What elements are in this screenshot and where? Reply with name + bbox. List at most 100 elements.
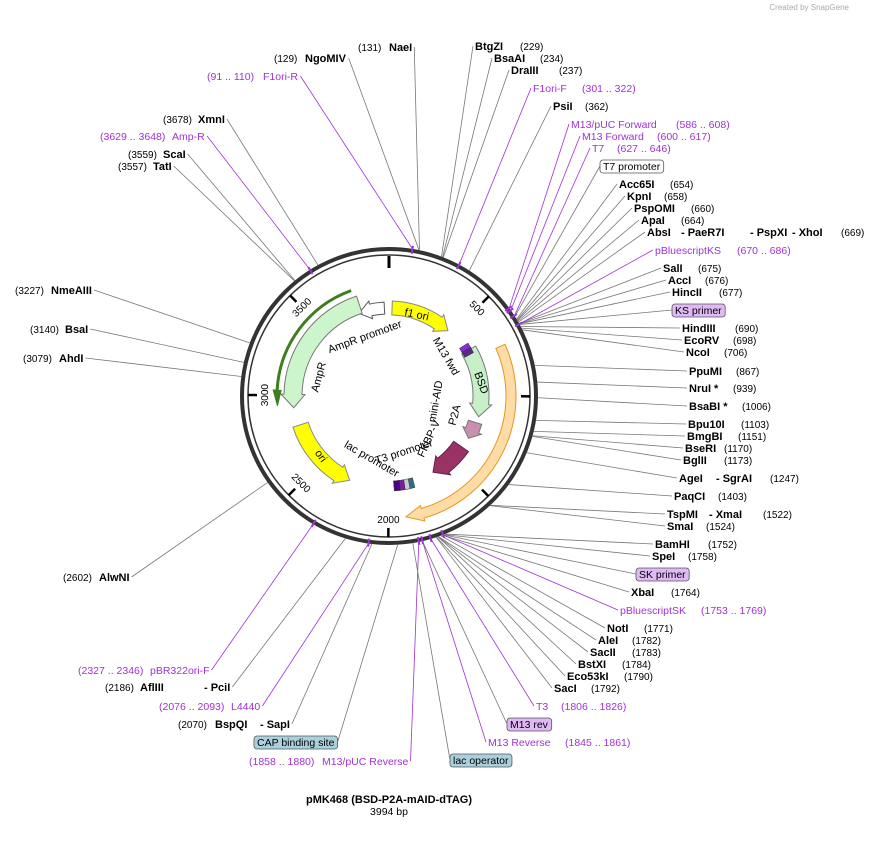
leader-line [519,249,654,325]
site-label: (3227) [15,286,44,297]
feature-label: mini-AID [426,380,445,424]
site-label: (1103) [741,420,769,431]
site-label: (654) [670,180,693,191]
site-label: (129) [274,54,297,65]
site-label: AleI [598,635,618,647]
site-label: DraIII [511,65,539,77]
site-label: BsaI [65,324,88,336]
site-label: (676) [705,276,728,287]
leader-line [532,435,682,461]
leader-line [516,183,618,320]
primer-label: Amp-R [172,131,205,143]
leader-line [519,291,671,325]
site-label: - XmaI [709,509,742,521]
site-label: - SgrAI [716,473,752,485]
site-label: BseRI [685,443,716,455]
ampr-promoter-arrow [358,299,386,320]
site-label: PpuMI [689,366,722,378]
leader-line [262,543,369,707]
feature-box-label: M13 rev [510,719,549,731]
site-label: (1173) [724,456,752,467]
leader-line [522,329,685,353]
site-label: NgoMIV [305,53,347,65]
tick-mark [481,488,490,497]
site-label: AhdI [59,353,83,365]
site-label: (1782) [632,636,661,647]
primer-label: (2076 .. 2093) [159,701,224,713]
leader-line [518,231,646,323]
leader-line [510,135,581,311]
primer-label: (627 .. 646) [617,143,671,155]
primer-label: pBluescriptSK [620,605,686,617]
primer-label: (1806 .. 1826) [561,701,626,713]
site-label: PsiI [553,101,573,113]
leader-line [489,505,666,527]
site-label: SacII [590,647,616,659]
site-label: SpeI [652,551,675,563]
tick-mark [481,295,490,304]
map-title: pMK468 (BSD-P2A-mAID-dTAG) [306,794,472,806]
primer-mark [440,529,446,539]
leader-line [443,534,651,557]
feature-box [506,717,553,732]
primer-label: M13 Forward [582,131,644,143]
site-label: AccI [668,275,691,287]
site-label: ApaI [641,215,665,227]
site-label: (1524) [706,522,735,533]
site-label: - PspXI [750,227,787,239]
primer-mark [428,533,433,543]
site-label: (237) [559,66,582,77]
leader-line [231,538,346,688]
feature-label: FKBP-V [415,418,443,460]
feature-label: P2A [447,403,464,427]
leader-line [412,543,451,761]
tick-mark [289,294,298,303]
site-label: (698) [733,336,756,347]
primer-mark [367,538,371,547]
leader-line [430,538,535,707]
site-label: (675) [698,264,721,275]
primer-label: M13/pUC Forward [571,119,657,131]
primer-mark [416,536,421,546]
primer-label: (1753 .. 1769) [701,605,766,617]
branding: Created by SnapGene [769,3,849,12]
site-label: BsaAI [494,53,525,65]
leader-line [518,267,662,324]
feature-box-label: KS primer [675,305,722,317]
site-label: AlwNI [99,572,130,584]
site-label: (1247) [770,474,799,485]
primer-label: (586 .. 608) [676,119,730,131]
leader-line [537,381,688,389]
small-feature [461,346,474,358]
feature-label: f1 ori [403,307,429,324]
feature-label: M13 fwd [430,335,461,377]
backbone-outer [240,247,538,545]
small-feature [393,480,401,492]
site-label: (658) [664,192,687,203]
site-label: BglII [683,455,707,467]
site-label: BtgZI [475,41,503,53]
site-label: AgeI [679,473,703,485]
primer-label: pBR322ori-F [150,665,210,677]
site-label: AbsI [647,227,671,239]
site-label: (2070) [178,720,207,731]
leader-line [520,326,681,329]
site-label: (1764) [671,588,700,599]
site-label: BspQI [215,719,247,731]
site-label: (3140) [30,325,59,336]
feature-label: ori [312,448,329,465]
leader-line [535,419,687,425]
site-label: NcoI [686,347,710,359]
map-length: 3994 bp [370,806,408,818]
leader-line [537,397,688,407]
site-label: (669) [841,228,864,239]
fkbp-arrow [432,440,470,476]
leader-line [131,482,268,578]
site-label: PspOMI [634,203,675,215]
site-label: - SapI [260,719,290,731]
primer-label: F1ori-F [533,83,567,95]
site-label: (229) [520,42,543,53]
leader-line [337,544,399,743]
site-label: (3678) [163,115,192,126]
site-label: SacI [554,683,577,695]
